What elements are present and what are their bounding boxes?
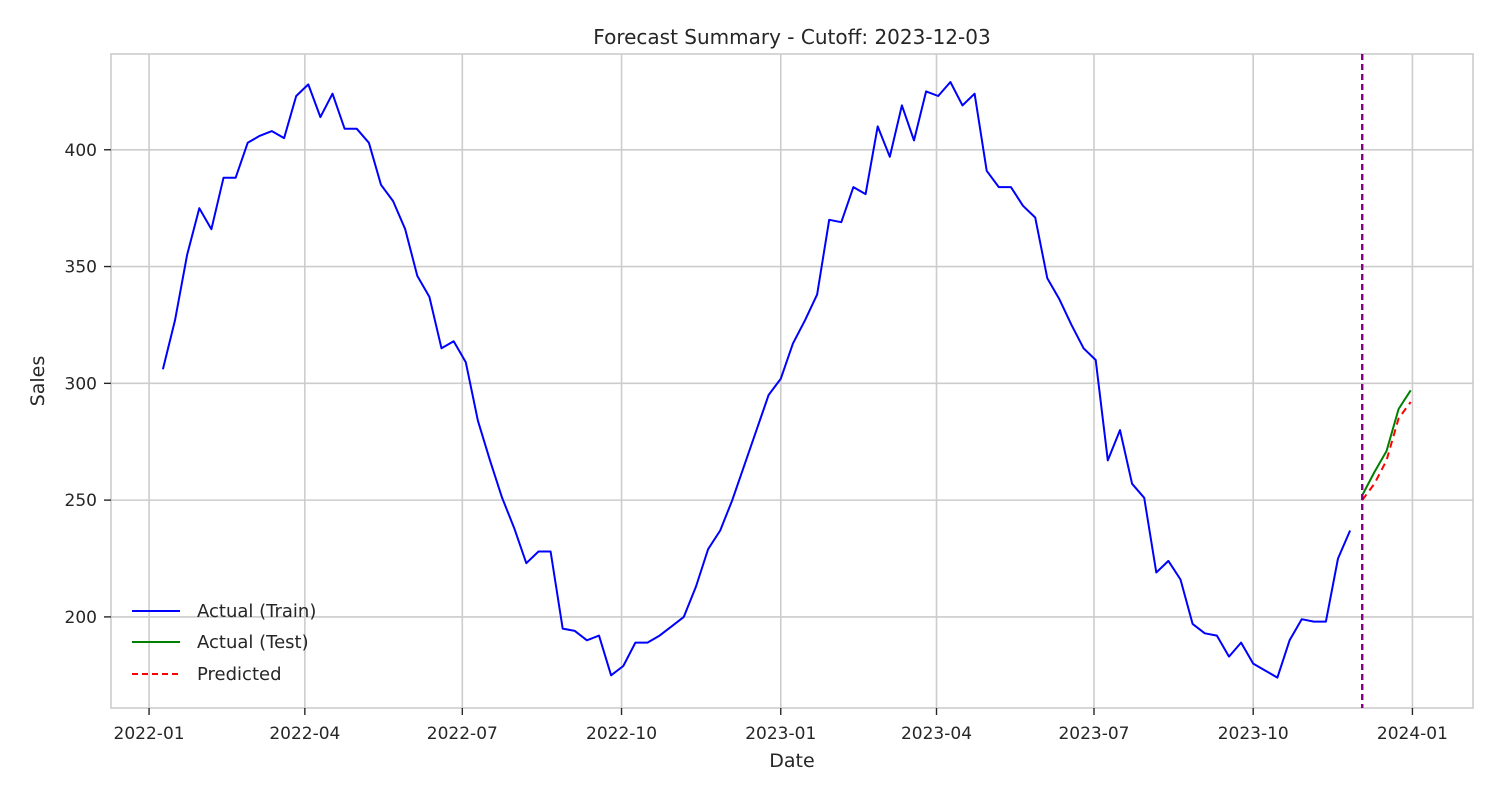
series-line-actual-train [161,81,1352,679]
chart-title: Forecast Summary - Cutoff: 2023-12-03 [593,25,990,49]
series-lines [161,81,1412,679]
y-tick-label: 350 [65,258,97,278]
legend-label-test: Actual (Test) [197,632,309,653]
x-tick-label: 2023-04 [901,724,972,744]
x-tick-label: 2024-01 [1377,724,1448,744]
grid [111,54,1473,708]
series-line-actual-test [1361,389,1412,496]
x-tick-label: 2022-07 [427,724,498,744]
axis-ticks: 2022-01 2022-04 2022-07 2022-10 2023-01 2023-… [65,141,1448,744]
legend-label-predicted: Predicted [197,664,282,685]
series-line-predicted [1361,401,1412,501]
x-tick-label: 2023-10 [1218,724,1289,744]
x-tick-label: 2022-01 [114,724,185,744]
x-tick-label: 2023-01 [745,724,816,744]
x-tick-label: 2022-04 [269,724,340,744]
legend: Actual (Train) Actual (Test) Predicted [132,601,316,685]
x-tick-label: 2023-07 [1058,724,1129,744]
y-tick-label: 200 [65,608,97,628]
x-tick-label: 2022-10 [586,724,657,744]
plot-frame [110,53,1474,709]
y-axis-title: Sales [27,356,49,407]
y-tick-label: 400 [65,141,97,161]
y-tick-label: 300 [65,374,97,394]
legend-label-train: Actual (Train) [197,601,316,622]
x-axis-title: Date [769,750,814,772]
y-tick-label: 250 [65,491,97,511]
